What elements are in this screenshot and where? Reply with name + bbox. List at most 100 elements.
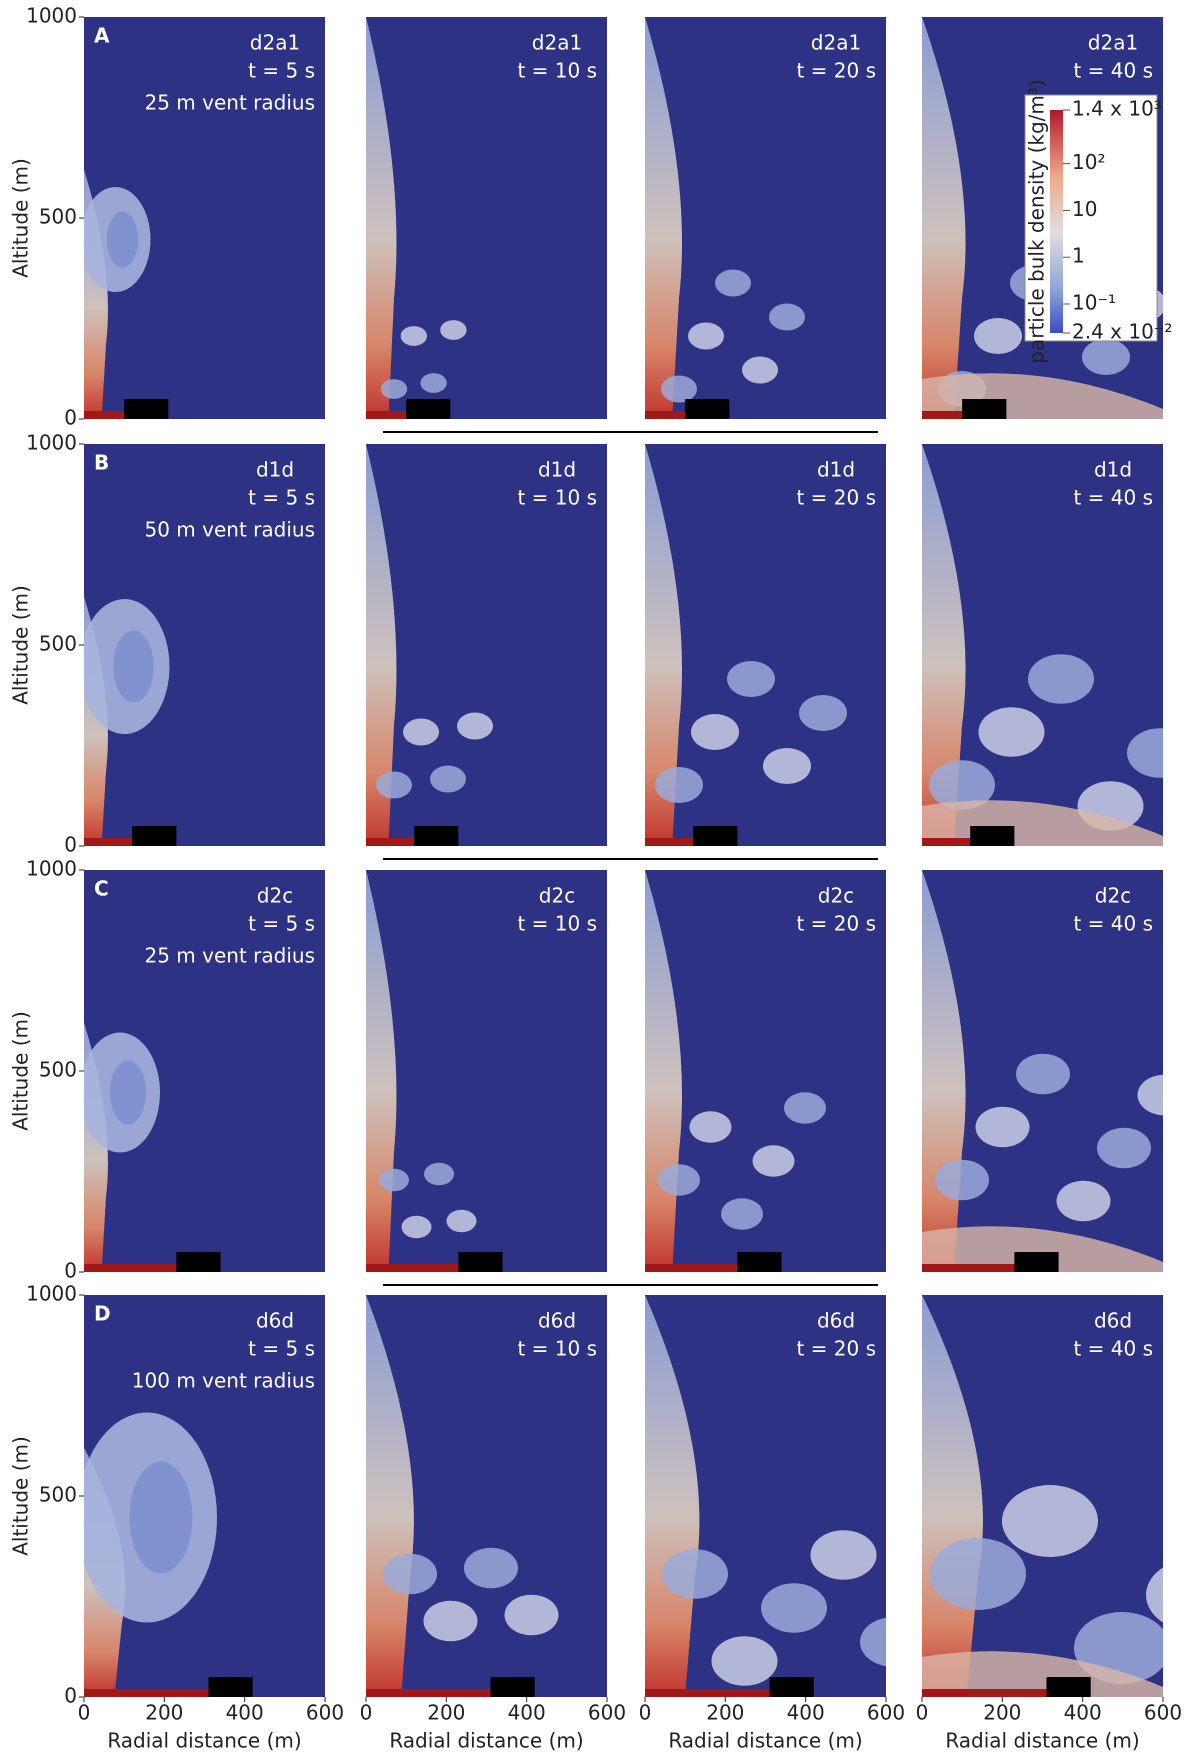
- eddy: [655, 767, 703, 803]
- eddy: [1002, 1485, 1098, 1557]
- colorbar-tick-label: 2.4 x 10⁻²: [1072, 320, 1172, 344]
- colorbar-title: particle bulk density (kg/m³): [1025, 79, 1049, 363]
- eddy: [661, 376, 697, 403]
- colorbar-tick-label: 10²: [1072, 150, 1105, 174]
- eddy: [769, 304, 805, 331]
- vent-block: [176, 1252, 220, 1272]
- eddy: [715, 270, 751, 297]
- x-tick-label: 200: [983, 1701, 1021, 1725]
- eddy: [860, 1617, 926, 1667]
- eddy: [420, 373, 446, 393]
- ground-current: [366, 1264, 468, 1272]
- panel-content: [922, 1295, 1199, 1697]
- plume-core: [113, 631, 154, 703]
- x-tick-label: 200: [145, 1701, 183, 1725]
- eddy: [505, 1595, 559, 1636]
- x-tick-label: 400: [787, 1701, 825, 1725]
- eddy: [403, 719, 439, 746]
- time-label: t = 5 s: [248, 912, 315, 936]
- x-tick-label: 0: [78, 1701, 91, 1725]
- eddy: [753, 1145, 795, 1177]
- y-tick-label: 1000: [26, 4, 77, 28]
- panel-content: [645, 1295, 926, 1697]
- eddy: [402, 1216, 432, 1239]
- y-axis-label: Altitude (m): [9, 1436, 33, 1556]
- row-label: D: [94, 1302, 111, 1326]
- vent-block: [970, 826, 1014, 846]
- run-label: d2a1: [1088, 31, 1138, 55]
- colorbar-tick-label: 10⁻¹: [1072, 290, 1116, 314]
- y-tick-label: 1000: [26, 857, 77, 881]
- y-axis-label: Altitude (m): [9, 1011, 33, 1131]
- time-label: t = 10 s: [517, 1337, 597, 1361]
- ground-current: [922, 1264, 1024, 1272]
- eddy: [974, 318, 1022, 354]
- y-tick-label: 500: [39, 1483, 77, 1507]
- vent-block: [1047, 1677, 1091, 1697]
- eddy: [979, 707, 1045, 757]
- eddy: [727, 661, 775, 697]
- y-axis-label: Altitude (m): [9, 585, 33, 705]
- time-label: t = 40 s: [1073, 486, 1153, 510]
- colorbar-tick-label: 10: [1072, 197, 1097, 221]
- run-label: d2a1: [250, 31, 300, 55]
- x-tick-label: 600: [588, 1701, 626, 1725]
- eddy: [658, 1164, 700, 1196]
- panel: [922, 1295, 1199, 1697]
- x-tick-label: 400: [226, 1701, 264, 1725]
- y-tick-label: 1000: [26, 1282, 77, 1306]
- x-axis-label: Radial distance (m): [945, 1729, 1139, 1753]
- vent-block: [962, 399, 1006, 419]
- eddy: [662, 1549, 728, 1599]
- time-label: t = 5 s: [248, 59, 315, 83]
- eddy: [447, 1210, 477, 1233]
- panel-content: [922, 444, 1199, 846]
- vent-block: [124, 399, 168, 419]
- run-label: d1d: [538, 458, 576, 482]
- eddy: [464, 1548, 518, 1589]
- colorbar-tick-label: 1.4 x 10³: [1072, 97, 1162, 121]
- plume-core: [110, 1061, 146, 1125]
- vent-block: [414, 826, 458, 846]
- plume-core: [107, 212, 139, 268]
- panel: [922, 444, 1199, 846]
- time-label: t = 40 s: [1073, 1337, 1153, 1361]
- x-tick-label: 200: [706, 1701, 744, 1725]
- vent-block: [209, 1677, 253, 1697]
- x-tick-label: 600: [306, 1701, 344, 1725]
- x-tick-label: 600: [867, 1701, 905, 1725]
- time-label: t = 20 s: [796, 59, 876, 83]
- eddy: [381, 379, 407, 399]
- vent-block: [1014, 1252, 1058, 1272]
- ground-current: [84, 1264, 186, 1272]
- eddy: [691, 714, 739, 750]
- x-tick-label: 0: [639, 1701, 652, 1725]
- x-axis-label: Radial distance (m): [107, 1729, 301, 1753]
- time-label: t = 40 s: [1073, 59, 1153, 83]
- eddy: [712, 1636, 778, 1686]
- eddy: [424, 1163, 454, 1186]
- ground-current: [922, 1689, 1057, 1697]
- x-axis-label: Radial distance (m): [668, 1729, 862, 1753]
- vent-label: 50 m vent radius: [145, 518, 316, 542]
- run-label: d1d: [817, 458, 855, 482]
- vent-block: [132, 826, 176, 846]
- vent-block: [770, 1677, 814, 1697]
- ground-current: [84, 1689, 219, 1697]
- vent-label: 100 m vent radius: [132, 1369, 315, 1393]
- eddy: [1177, 675, 1199, 725]
- run-label: d2c: [1095, 884, 1131, 908]
- eddy: [930, 1538, 1026, 1610]
- run-label: d6d: [1094, 1309, 1132, 1333]
- eddy: [1097, 1128, 1151, 1169]
- vent-block: [491, 1677, 535, 1697]
- run-label: d6d: [538, 1309, 576, 1333]
- time-label: t = 10 s: [517, 59, 597, 83]
- eddy: [690, 1111, 732, 1143]
- x-tick-label: 0: [360, 1701, 373, 1725]
- eddy: [1028, 654, 1094, 704]
- eddy: [784, 1092, 826, 1124]
- eddy: [457, 713, 493, 740]
- run-label: d2c: [539, 884, 575, 908]
- x-tick-label: 400: [508, 1701, 546, 1725]
